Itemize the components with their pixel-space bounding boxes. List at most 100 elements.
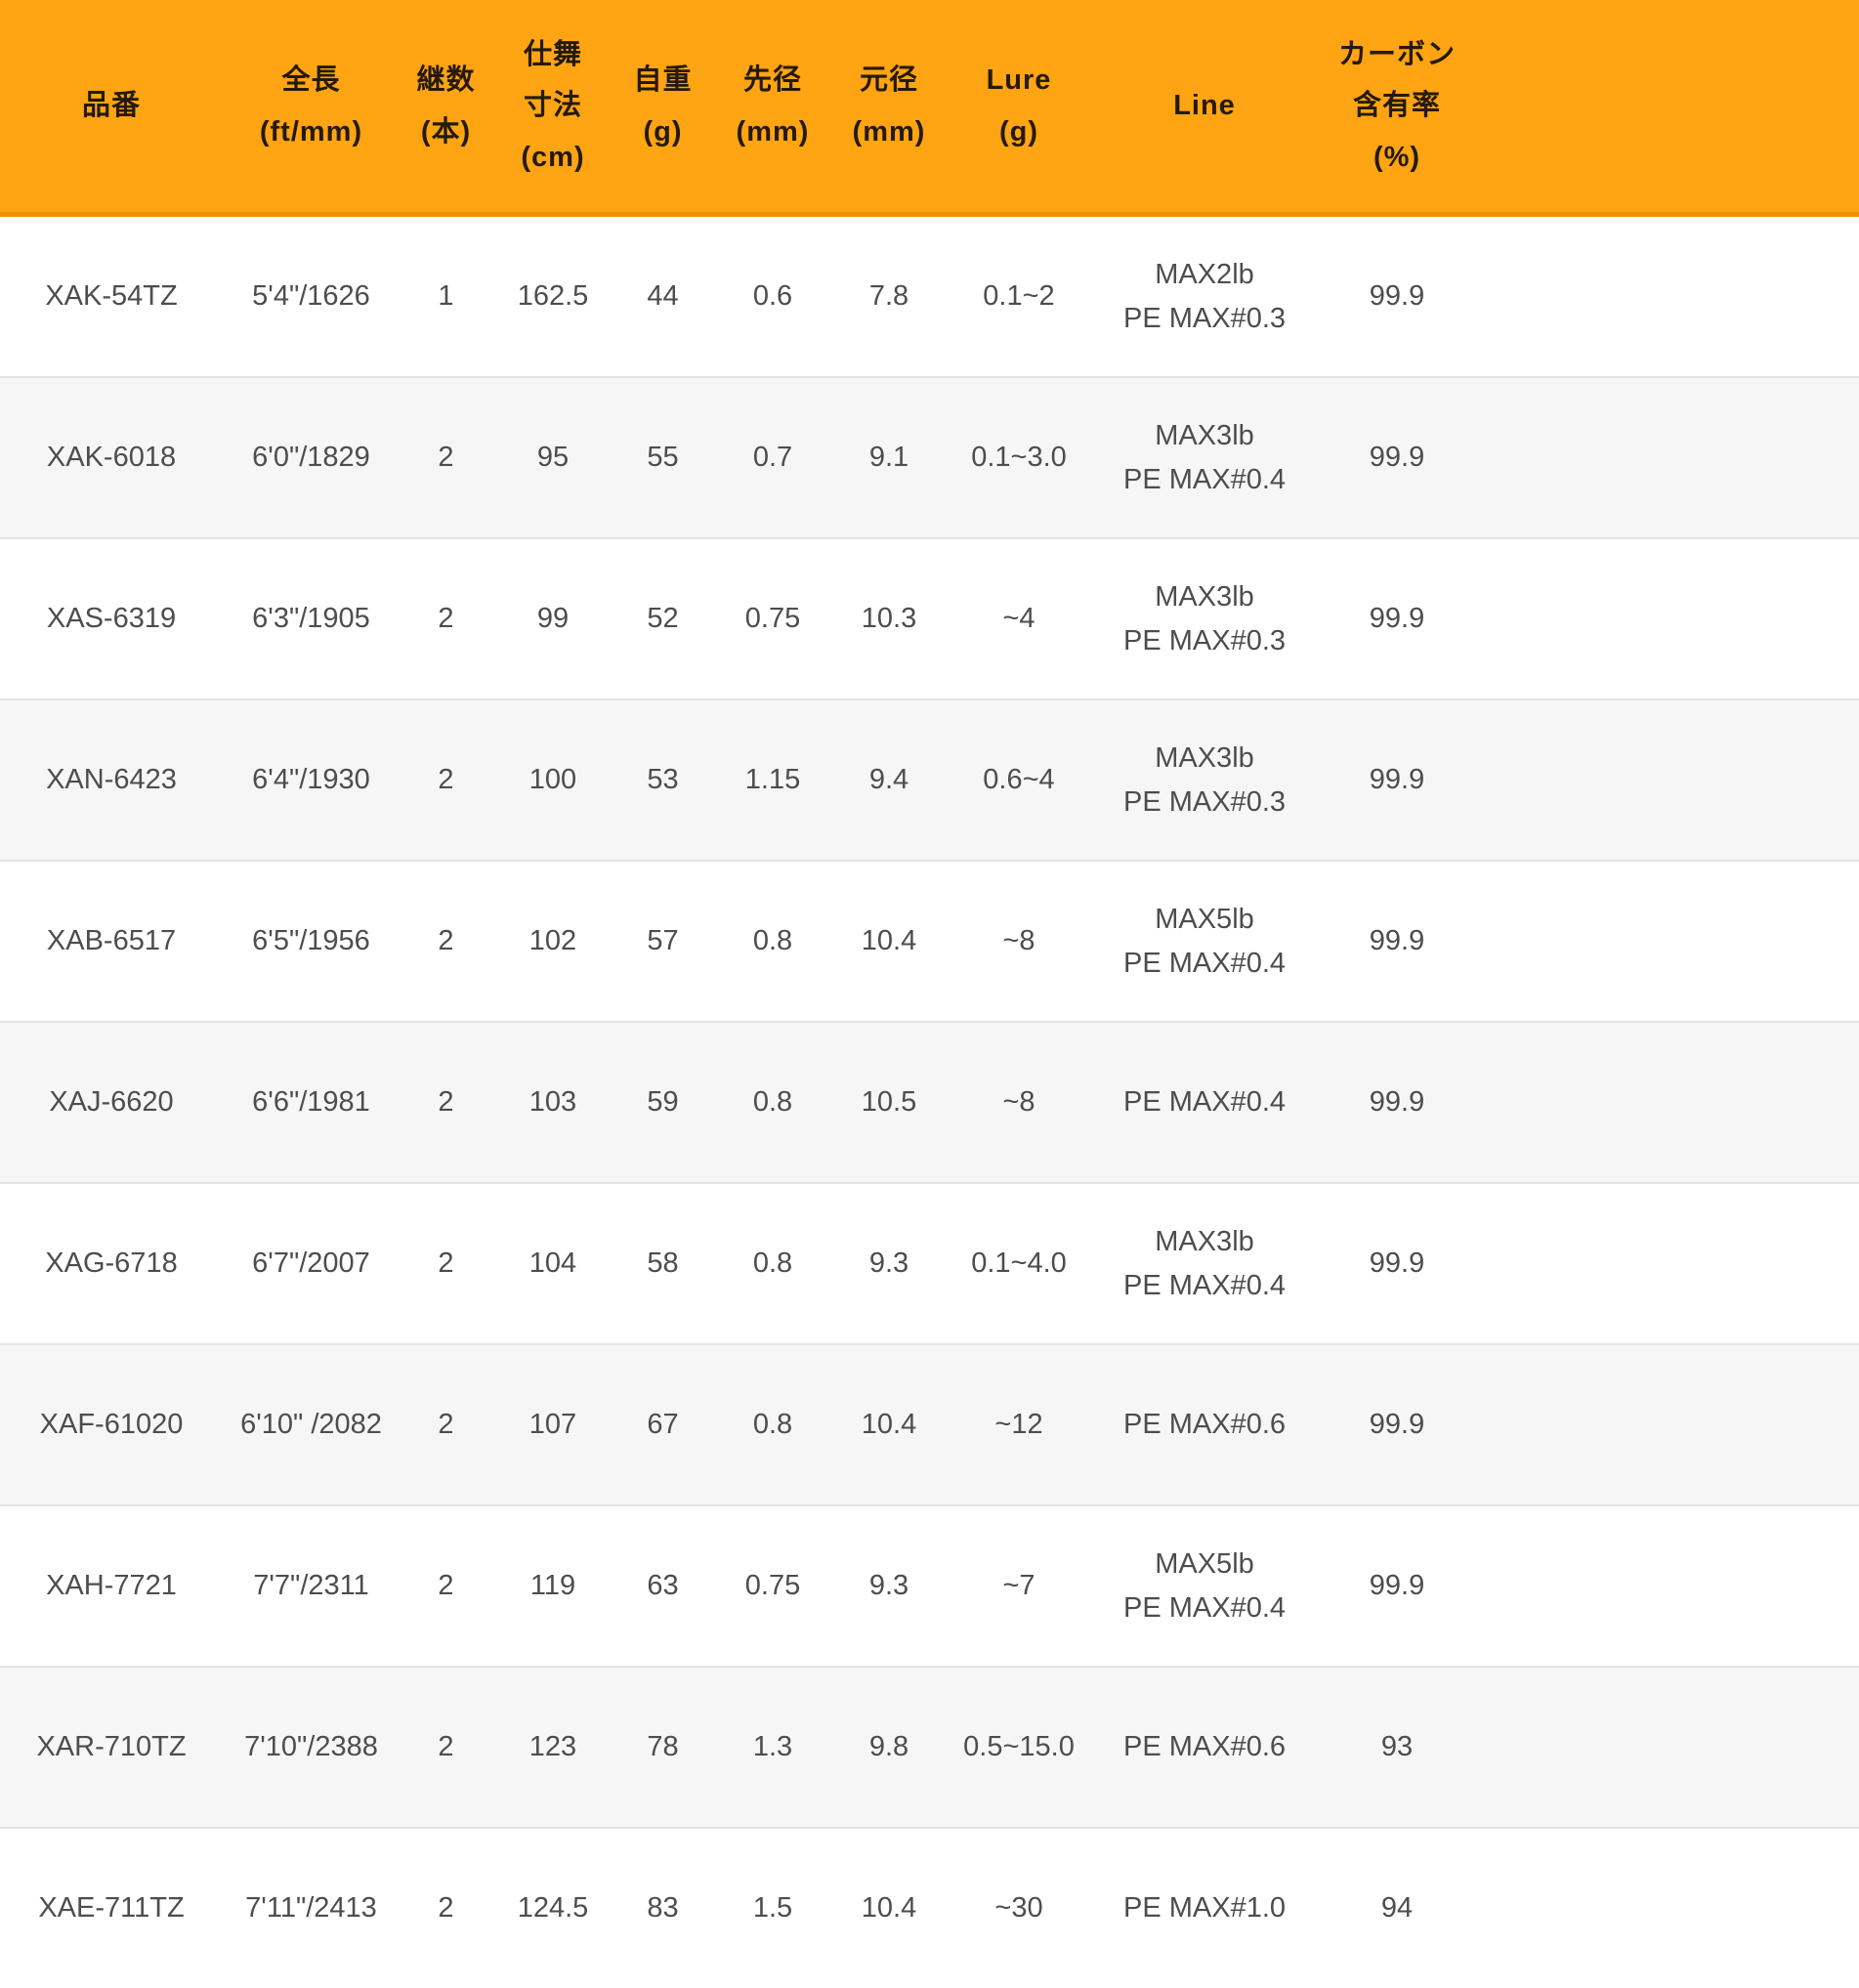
cell-butt-diameter: 7.8 bbox=[833, 215, 945, 378]
cell-lure-weight: ~7 bbox=[945, 1505, 1093, 1667]
cell-spacer bbox=[1478, 1344, 1859, 1505]
col-header-spacer bbox=[1478, 0, 1859, 215]
cell-sections: 2 bbox=[400, 1344, 492, 1505]
cell-tip-diameter: 0.75 bbox=[712, 1505, 833, 1667]
table-row: XAN-6423 6'4"/1930 2 100 53 1.15 9.4 0.6… bbox=[0, 699, 1859, 861]
cell-tip-diameter: 1.5 bbox=[712, 1828, 833, 1988]
cell-lure-weight: ~8 bbox=[945, 1022, 1093, 1183]
cell-carbon: 99.9 bbox=[1316, 377, 1478, 538]
cell-length: 6'5"/1956 bbox=[223, 861, 400, 1022]
cell-spacer bbox=[1478, 538, 1859, 699]
cell-line: MAX3lb PE MAX#0.4 bbox=[1093, 377, 1316, 538]
cell-spacer bbox=[1478, 1505, 1859, 1667]
cell-lure-weight: 0.1~4.0 bbox=[945, 1183, 1093, 1344]
cell-closed-length: 123 bbox=[492, 1667, 613, 1828]
cell-lure-weight: ~12 bbox=[945, 1344, 1093, 1505]
cell-sections: 1 bbox=[400, 215, 492, 378]
cell-sections: 2 bbox=[400, 699, 492, 861]
cell-tip-diameter: 0.8 bbox=[712, 1183, 833, 1344]
col-header-closed-length: 仕舞 寸法 (cm) bbox=[492, 0, 613, 215]
cell-carbon: 99.9 bbox=[1316, 215, 1478, 378]
cell-sections: 2 bbox=[400, 538, 492, 699]
cell-tip-diameter: 0.8 bbox=[712, 1022, 833, 1183]
cell-tip-diameter: 0.8 bbox=[712, 1344, 833, 1505]
cell-model: XAH-7721 bbox=[0, 1505, 223, 1667]
cell-closed-length: 100 bbox=[492, 699, 613, 861]
col-header-carbon-content: カーボン 含有率 (%) bbox=[1316, 0, 1478, 215]
cell-tip-diameter: 1.15 bbox=[712, 699, 833, 861]
table-row: XAH-7721 7'7"/2311 2 119 63 0.75 9.3 ~7 … bbox=[0, 1505, 1859, 1667]
cell-butt-diameter: 10.4 bbox=[833, 1828, 945, 1988]
cell-length: 6'6"/1981 bbox=[223, 1022, 400, 1183]
table-row: XAJ-6620 6'6"/1981 2 103 59 0.8 10.5 ~8 … bbox=[0, 1022, 1859, 1183]
cell-length: 7'11"/2413 bbox=[223, 1828, 400, 1988]
col-header-weight: 自重 (g) bbox=[613, 0, 712, 215]
cell-spacer bbox=[1478, 1022, 1859, 1183]
cell-weight: 55 bbox=[613, 377, 712, 538]
cell-length: 5'4"/1626 bbox=[223, 215, 400, 378]
table-body: XAK-54TZ 5'4"/1626 1 162.5 44 0.6 7.8 0.… bbox=[0, 215, 1859, 1988]
cell-model: XAK-54TZ bbox=[0, 215, 223, 378]
cell-line: PE MAX#0.4 bbox=[1093, 1022, 1316, 1183]
cell-butt-diameter: 9.3 bbox=[833, 1505, 945, 1667]
cell-weight: 83 bbox=[613, 1828, 712, 1988]
cell-closed-length: 103 bbox=[492, 1022, 613, 1183]
cell-weight: 53 bbox=[613, 699, 712, 861]
cell-butt-diameter: 9.3 bbox=[833, 1183, 945, 1344]
col-header-model: 品番 bbox=[0, 0, 223, 215]
cell-line: PE MAX#1.0 bbox=[1093, 1828, 1316, 1988]
cell-spacer bbox=[1478, 699, 1859, 861]
cell-carbon: 99.9 bbox=[1316, 1022, 1478, 1183]
cell-weight: 57 bbox=[613, 861, 712, 1022]
cell-closed-length: 107 bbox=[492, 1344, 613, 1505]
cell-closed-length: 119 bbox=[492, 1505, 613, 1667]
cell-carbon: 99.9 bbox=[1316, 538, 1478, 699]
col-header-butt-diameter: 元径 (mm) bbox=[833, 0, 945, 215]
col-header-length: 全長 (ft/mm) bbox=[223, 0, 400, 215]
header-row: 品番 全長 (ft/mm) 継数 (本) 仕舞 寸法 (cm) 自重 (g) 先… bbox=[0, 0, 1859, 215]
cell-butt-diameter: 10.5 bbox=[833, 1022, 945, 1183]
cell-carbon: 99.9 bbox=[1316, 699, 1478, 861]
cell-length: 7'10"/2388 bbox=[223, 1667, 400, 1828]
cell-sections: 2 bbox=[400, 1505, 492, 1667]
cell-lure-weight: ~8 bbox=[945, 861, 1093, 1022]
cell-spacer bbox=[1478, 377, 1859, 538]
cell-lure-weight: ~4 bbox=[945, 538, 1093, 699]
cell-length: 7'7"/2311 bbox=[223, 1505, 400, 1667]
cell-closed-length: 95 bbox=[492, 377, 613, 538]
cell-spacer bbox=[1478, 861, 1859, 1022]
table-row: XAR-710TZ 7'10"/2388 2 123 78 1.3 9.8 0.… bbox=[0, 1667, 1859, 1828]
cell-spacer bbox=[1478, 1183, 1859, 1344]
cell-butt-diameter: 9.1 bbox=[833, 377, 945, 538]
col-header-lure-weight: Lure (g) bbox=[945, 0, 1093, 215]
cell-closed-length: 162.5 bbox=[492, 215, 613, 378]
cell-length: 6'4"/1930 bbox=[223, 699, 400, 861]
cell-lure-weight: 0.6~4 bbox=[945, 699, 1093, 861]
cell-butt-diameter: 9.4 bbox=[833, 699, 945, 861]
cell-sections: 2 bbox=[400, 861, 492, 1022]
cell-carbon: 99.9 bbox=[1316, 1505, 1478, 1667]
table-row: XAK-54TZ 5'4"/1626 1 162.5 44 0.6 7.8 0.… bbox=[0, 215, 1859, 378]
cell-spacer bbox=[1478, 1828, 1859, 1988]
cell-sections: 2 bbox=[400, 377, 492, 538]
cell-model: XAJ-6620 bbox=[0, 1022, 223, 1183]
cell-carbon: 94 bbox=[1316, 1828, 1478, 1988]
cell-line: MAX3lb PE MAX#0.4 bbox=[1093, 1183, 1316, 1344]
col-header-line: Line bbox=[1093, 0, 1316, 215]
cell-weight: 44 bbox=[613, 215, 712, 378]
table-row: XAF-61020 6'10" /2082 2 107 67 0.8 10.4 … bbox=[0, 1344, 1859, 1505]
cell-carbon: 99.9 bbox=[1316, 1183, 1478, 1344]
table-header: 品番 全長 (ft/mm) 継数 (本) 仕舞 寸法 (cm) 自重 (g) 先… bbox=[0, 0, 1859, 215]
cell-closed-length: 104 bbox=[492, 1183, 613, 1344]
col-header-sections: 継数 (本) bbox=[400, 0, 492, 215]
cell-length: 6'0"/1829 bbox=[223, 377, 400, 538]
cell-length: 6'7"/2007 bbox=[223, 1183, 400, 1344]
cell-closed-length: 102 bbox=[492, 861, 613, 1022]
cell-length: 6'10" /2082 bbox=[223, 1344, 400, 1505]
cell-butt-diameter: 10.4 bbox=[833, 1344, 945, 1505]
cell-line: MAX5lb PE MAX#0.4 bbox=[1093, 861, 1316, 1022]
cell-closed-length: 99 bbox=[492, 538, 613, 699]
cell-model: XAG-6718 bbox=[0, 1183, 223, 1344]
cell-weight: 78 bbox=[613, 1667, 712, 1828]
